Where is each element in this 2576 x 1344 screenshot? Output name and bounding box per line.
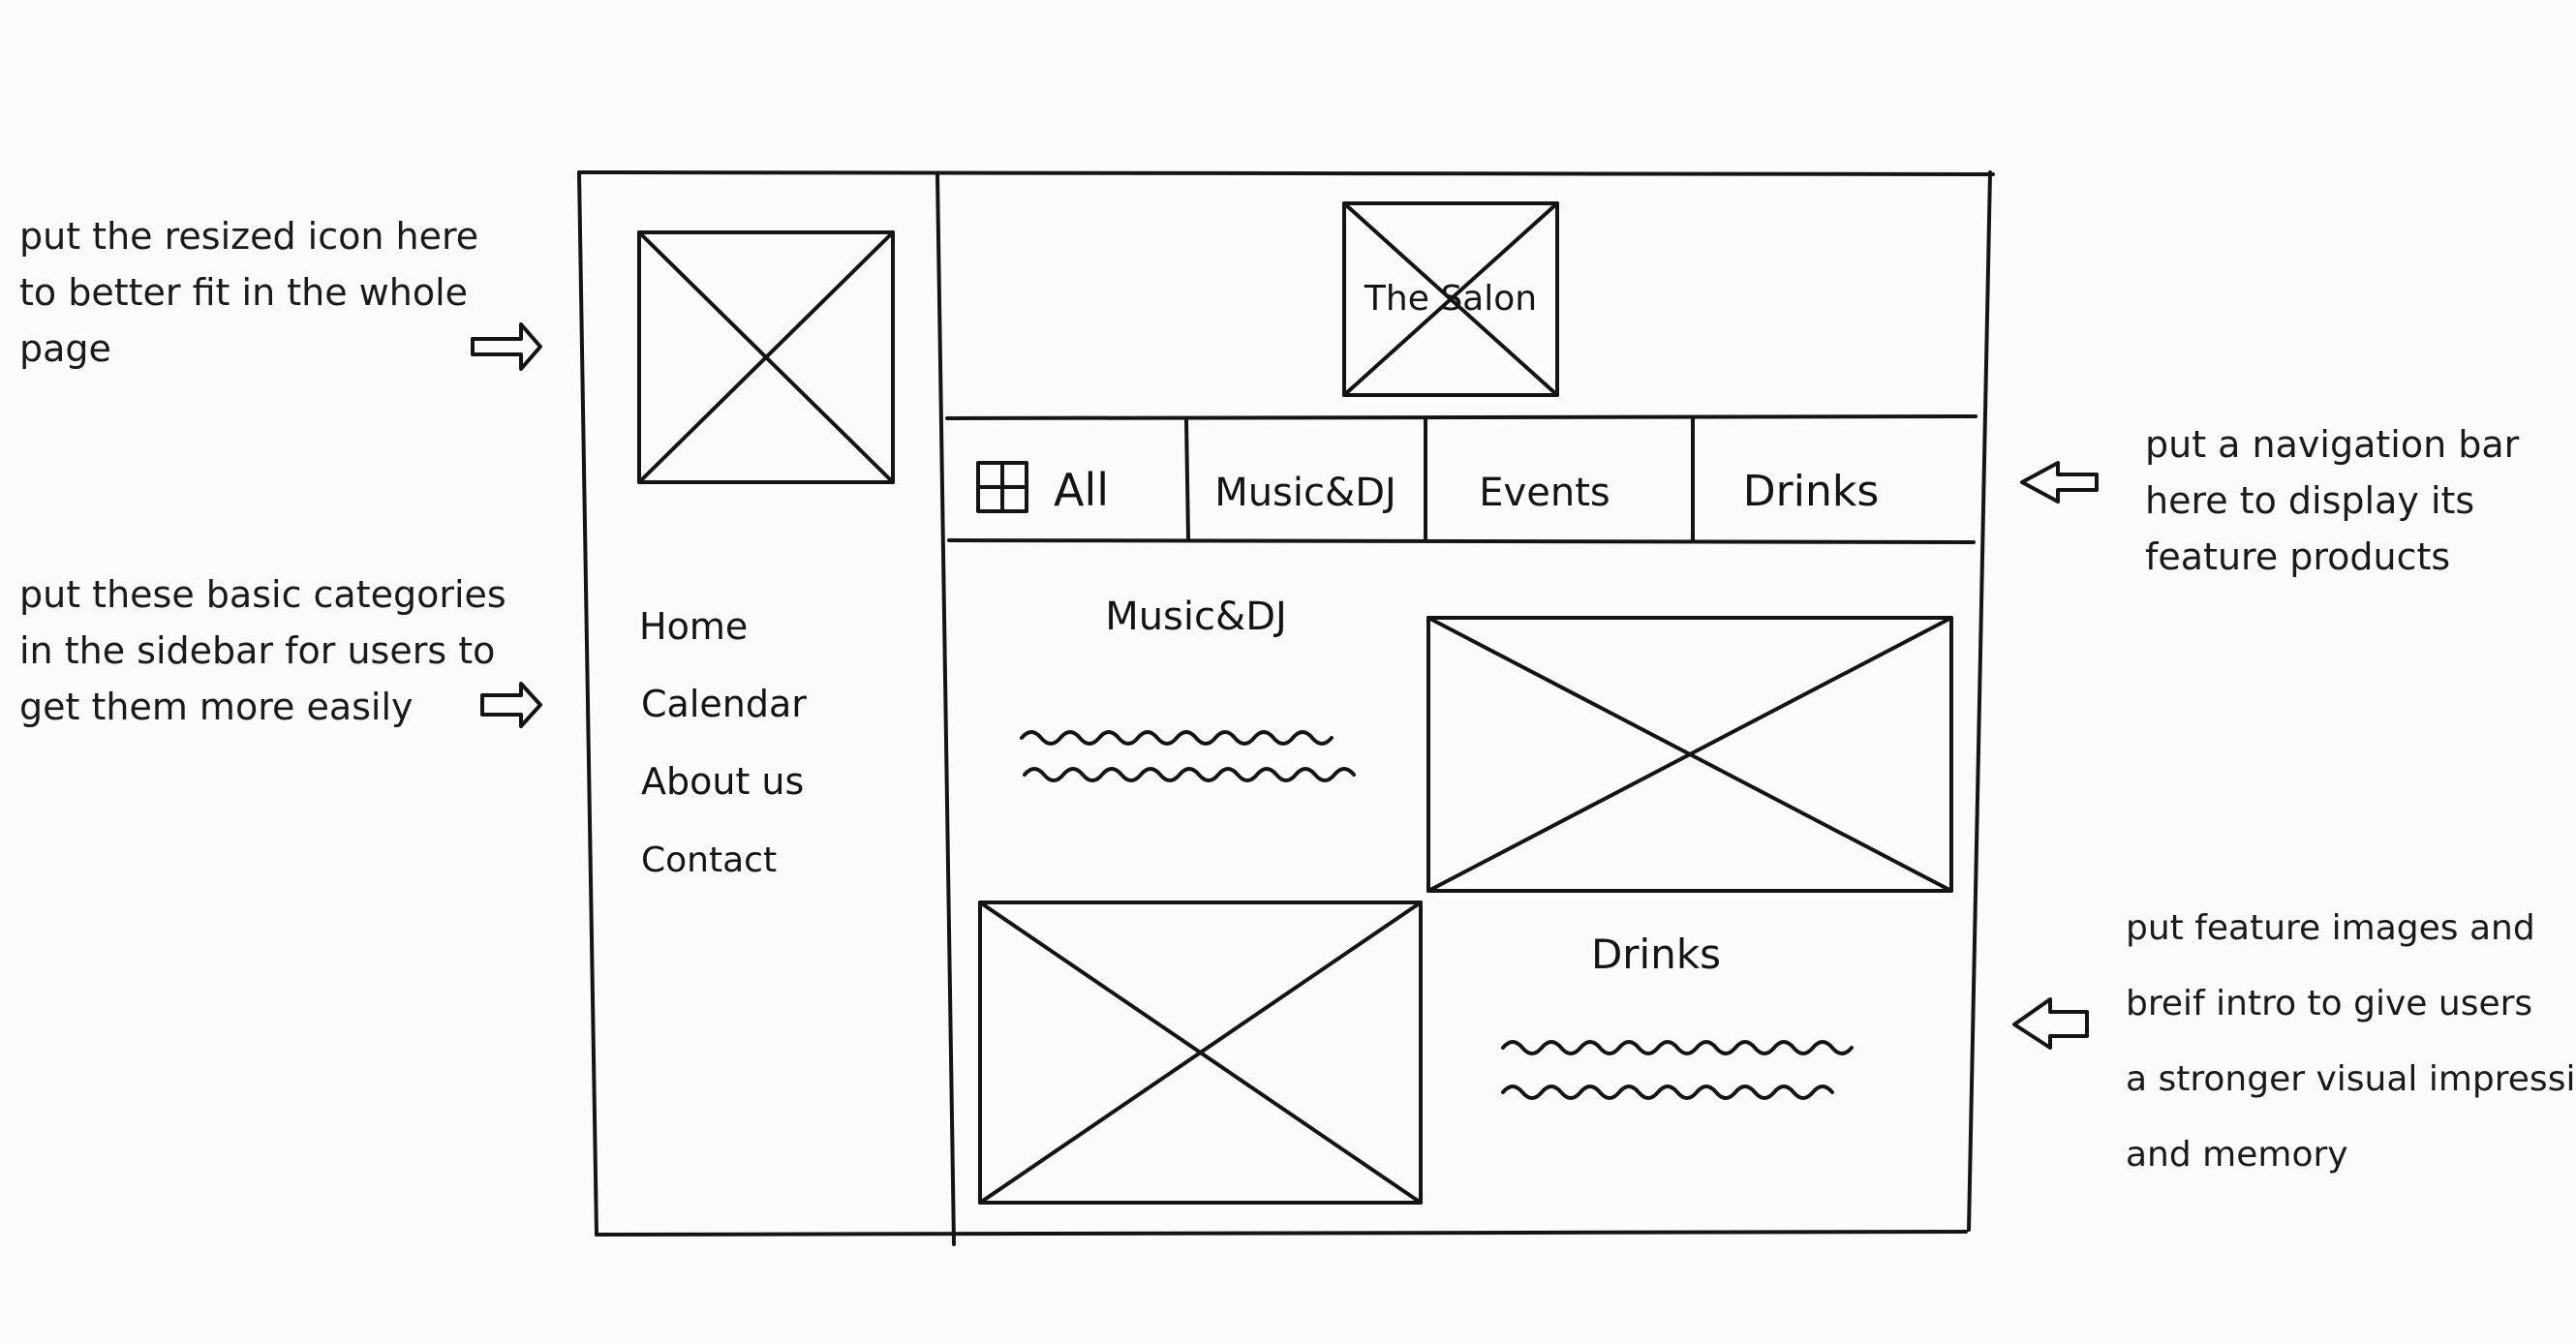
- sidebar-item-home[interactable]: Home: [639, 605, 748, 648]
- arrow-left-icon: [2020, 461, 2099, 504]
- sidebar-item-contact[interactable]: Contact: [641, 840, 777, 880]
- sidebar-item-calendar[interactable]: Calendar: [641, 683, 807, 725]
- logo-text: The Salon: [1364, 279, 1537, 319]
- feature-drinks-title: Drinks: [1591, 931, 1721, 978]
- annotation-line: to better fit in the whole: [19, 271, 469, 314]
- annotation-line: feature products: [2145, 535, 2451, 578]
- feature-music-dj-title: Music&DJ: [1105, 595, 1287, 639]
- annotation-navbar: put a navigation bar here to display its…: [2145, 416, 2519, 585]
- grid-icon: [976, 461, 1028, 513]
- arrow-left-icon: [2012, 997, 2089, 1050]
- annotation-line: put a navigation bar: [2145, 423, 2520, 466]
- feature-music-dj-image: [1426, 616, 1953, 893]
- annotation-line: breif intro to give users: [2126, 984, 2533, 1023]
- nav-item-music-dj[interactable]: Music&DJ: [1214, 471, 1396, 515]
- annotation-line: in the sidebar for users to: [19, 629, 496, 672]
- annotation-line: here to display its: [2145, 479, 2475, 522]
- nav-item-all[interactable]: All: [1054, 464, 1109, 516]
- annotation-line: put these basic categories: [19, 573, 506, 616]
- arrow-right-icon: [480, 682, 542, 728]
- sidebar-item-about-us[interactable]: About us: [641, 760, 804, 803]
- feature-drinks-image: [978, 901, 1423, 1205]
- nav-bar-lines: [945, 414, 1978, 544]
- annotation-sidebar: put these basic categories in the sideba…: [19, 566, 506, 735]
- annotation-features: put feature images and breif intro to gi…: [2126, 891, 2576, 1193]
- annotation-icon: put the resized icon here to better fit …: [19, 208, 478, 377]
- page-frame: [577, 170, 1995, 1246]
- nav-item-events[interactable]: Events: [1479, 471, 1610, 515]
- feature-music-dj-intro: [1020, 730, 1356, 782]
- annotation-line: a stronger visual impression: [2126, 1059, 2576, 1099]
- annotation-line: put feature images and: [2126, 908, 2535, 948]
- annotation-line: page: [19, 327, 111, 370]
- sidebar-logo-placeholder: [637, 230, 895, 484]
- nav-item-drinks[interactable]: Drinks: [1743, 467, 1880, 516]
- annotation-line: get them more easily: [19, 686, 414, 728]
- arrow-right-icon: [471, 322, 542, 371]
- annotation-line: and memory: [2126, 1135, 2348, 1175]
- annotation-line: put the resized icon here: [19, 215, 479, 258]
- header-logo: [1342, 201, 1559, 397]
- feature-drinks-intro: [1501, 1040, 1854, 1100]
